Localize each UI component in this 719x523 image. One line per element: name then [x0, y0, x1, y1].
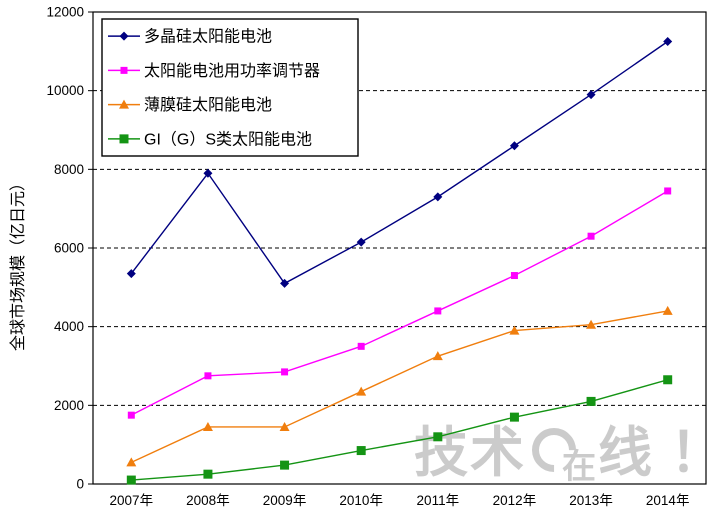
x-tick-label: 2008年: [186, 493, 230, 508]
x-tick-label: 2013年: [569, 493, 613, 508]
data-point-marker: [586, 319, 597, 329]
data-point-marker: [280, 460, 290, 470]
legend-item-label: 薄膜硅太阳能电池: [144, 96, 272, 114]
watermark-exclamation: ！: [670, 423, 719, 483]
x-tick-label: 2007年: [110, 493, 154, 508]
y-tick-label: 10000: [46, 83, 84, 98]
legend-marker-square-large-icon: [119, 134, 129, 144]
data-point-marker: [509, 412, 519, 422]
data-point-marker: [202, 421, 213, 431]
x-tick-label: 2010年: [339, 493, 383, 508]
series-line-1: [130, 190, 669, 416]
data-point-marker: [662, 305, 673, 315]
data-point-marker: [357, 342, 365, 350]
data-point-marker: [509, 141, 519, 151]
data-point-marker: [127, 411, 135, 419]
data-point-marker: [203, 469, 213, 479]
watermark-text-2: 线: [598, 423, 654, 483]
x-tick-label: 2011年: [417, 493, 460, 508]
legend-marker-square-icon: [120, 66, 128, 74]
data-point-marker: [204, 372, 212, 380]
series-line-0: [130, 40, 669, 285]
data-point-marker: [433, 192, 443, 202]
data-point-marker: [433, 432, 443, 442]
data-point-marker: [663, 375, 673, 385]
data-point-marker: [279, 421, 290, 431]
series-line-2: [131, 310, 668, 464]
data-point-marker: [587, 232, 595, 240]
y-tick-label: 4000: [54, 319, 84, 334]
data-point-marker: [432, 351, 443, 361]
y-tick-label: 6000: [54, 241, 84, 256]
legend-marker-triangle-icon: [119, 99, 129, 109]
x-tick-label: 2012年: [493, 493, 537, 508]
data-point-marker: [663, 37, 673, 46]
watermark-text-1: 技术: [414, 423, 526, 483]
data-point-marker: [280, 278, 290, 288]
data-point-marker: [586, 90, 596, 100]
legend-item-label: 太阳能电池用功率调节器: [144, 62, 320, 80]
watermark: 技术 在 线 ！: [414, 418, 719, 486]
legend-item-label: 多晶硅太阳能电池: [144, 28, 272, 46]
y-axis-title: 全球市场规模（亿日元）: [10, 175, 27, 352]
data-point-marker: [434, 307, 442, 315]
y-tick-label: 12000: [46, 5, 84, 20]
y-tick-label: 2000: [54, 398, 84, 413]
y-tick-label: 0: [76, 477, 84, 492]
legend-box: [101, 18, 359, 157]
watermark-text-in-circle: 在: [562, 448, 596, 486]
x-tick-label: 2009年: [263, 493, 307, 508]
data-point-marker: [126, 475, 136, 485]
legend-marker-diamond-icon: [119, 31, 129, 41]
x-tick-label: 2014年: [646, 493, 690, 508]
data-point-marker: [356, 237, 366, 247]
data-point-marker: [356, 386, 367, 396]
data-point-marker: [126, 269, 136, 279]
data-point-marker: [356, 446, 366, 456]
data-point-marker: [510, 272, 518, 280]
series-line-3: [131, 379, 668, 481]
plot-border: [92, 11, 707, 485]
y-tick-label: 8000: [54, 162, 84, 177]
data-point-marker: [281, 368, 289, 376]
data-point-marker: [664, 187, 672, 195]
data-point-marker: [509, 325, 520, 335]
data-point-marker: [203, 168, 213, 178]
data-point-marker: [126, 457, 137, 467]
data-point-marker: [586, 396, 596, 406]
legend-item-label: GI（G）S类太阳能电池: [144, 130, 312, 148]
